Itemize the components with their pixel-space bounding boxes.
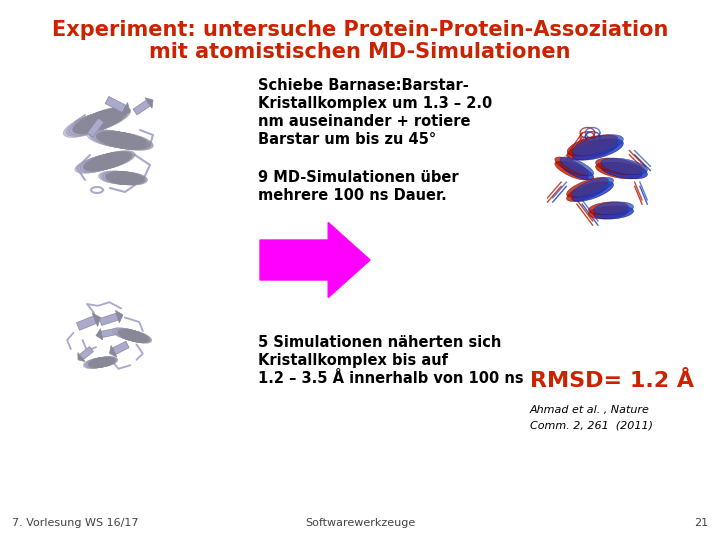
Text: 21: 21: [694, 518, 708, 528]
Ellipse shape: [63, 112, 115, 138]
Text: Softwarewerkzeuge: Softwarewerkzeuge: [305, 518, 415, 528]
Ellipse shape: [90, 130, 141, 148]
Ellipse shape: [96, 131, 147, 150]
Text: 5 Simulationen näherten sich: 5 Simulationen näherten sich: [258, 335, 501, 350]
Ellipse shape: [567, 135, 618, 156]
Ellipse shape: [75, 154, 121, 173]
Ellipse shape: [93, 131, 144, 149]
Ellipse shape: [601, 162, 647, 179]
Ellipse shape: [112, 328, 143, 341]
Polygon shape: [115, 310, 123, 323]
Text: RMSD= 1.2 Å: RMSD= 1.2 Å: [530, 371, 694, 391]
Polygon shape: [92, 313, 101, 327]
Ellipse shape: [85, 357, 112, 368]
Ellipse shape: [572, 135, 624, 156]
Ellipse shape: [105, 171, 143, 185]
Polygon shape: [133, 100, 150, 115]
Polygon shape: [96, 115, 107, 124]
Ellipse shape: [73, 109, 125, 134]
Ellipse shape: [86, 151, 132, 171]
Text: Barstar um bis zu 45°: Barstar um bis zu 45°: [258, 132, 436, 147]
Text: Ahmad et al. , Nature: Ahmad et al. , Nature: [530, 405, 650, 415]
Text: Kristallkomplex bis auf: Kristallkomplex bis auf: [258, 353, 448, 368]
Text: mehrere 100 ns Dauer.: mehrere 100 ns Dauer.: [258, 188, 446, 203]
Ellipse shape: [76, 107, 127, 133]
Text: 7. Vorlesung WS 16/17: 7. Vorlesung WS 16/17: [12, 518, 138, 528]
Ellipse shape: [555, 157, 588, 176]
Ellipse shape: [99, 171, 136, 184]
Ellipse shape: [120, 329, 150, 343]
Ellipse shape: [572, 139, 624, 160]
Ellipse shape: [595, 158, 642, 174]
Ellipse shape: [595, 162, 642, 179]
Ellipse shape: [86, 130, 138, 148]
Polygon shape: [96, 329, 103, 340]
Ellipse shape: [594, 206, 634, 219]
Ellipse shape: [91, 356, 118, 367]
Polygon shape: [78, 353, 85, 361]
Polygon shape: [87, 118, 104, 137]
Ellipse shape: [99, 132, 150, 150]
Ellipse shape: [83, 152, 130, 171]
Text: Experiment: untersuche Protein-Protein-Assoziation: Experiment: untersuche Protein-Protein-A…: [52, 20, 668, 40]
Text: Comm. 2, 261  (2011): Comm. 2, 261 (2011): [530, 420, 653, 430]
Text: nm auseinander + rotiere: nm auseinander + rotiere: [258, 114, 470, 129]
Ellipse shape: [66, 111, 118, 136]
Ellipse shape: [560, 157, 594, 176]
Ellipse shape: [109, 172, 148, 185]
Ellipse shape: [572, 178, 613, 197]
Ellipse shape: [107, 172, 145, 185]
Polygon shape: [145, 98, 153, 108]
Text: 1.2 – 3.5 Å innerhalb von 100 ns: 1.2 – 3.5 Å innerhalb von 100 ns: [258, 371, 523, 386]
Polygon shape: [76, 316, 96, 330]
Ellipse shape: [86, 357, 113, 368]
Ellipse shape: [555, 161, 588, 180]
Ellipse shape: [594, 202, 634, 215]
Polygon shape: [121, 103, 130, 116]
Ellipse shape: [117, 329, 148, 342]
Ellipse shape: [588, 206, 629, 219]
Polygon shape: [101, 328, 119, 338]
Ellipse shape: [601, 158, 647, 174]
Polygon shape: [105, 97, 126, 112]
Text: mit atomistischen MD-Simulationen: mit atomistischen MD-Simulationen: [149, 42, 571, 62]
Polygon shape: [260, 222, 370, 298]
Ellipse shape: [567, 178, 608, 197]
Text: Kristallkomplex um 1.3 – 2.0: Kristallkomplex um 1.3 – 2.0: [258, 96, 492, 111]
Ellipse shape: [101, 171, 138, 184]
Polygon shape: [99, 313, 119, 326]
Ellipse shape: [89, 151, 135, 170]
Ellipse shape: [78, 106, 131, 132]
Text: 9 MD-Simulationen über: 9 MD-Simulationen über: [258, 170, 459, 185]
Ellipse shape: [89, 356, 116, 368]
Ellipse shape: [572, 181, 613, 201]
Ellipse shape: [588, 202, 629, 215]
Ellipse shape: [88, 357, 114, 368]
Text: Schiebe Barnase:Barstar-: Schiebe Barnase:Barstar-: [258, 78, 469, 93]
Ellipse shape: [114, 328, 145, 341]
Polygon shape: [112, 341, 129, 354]
Ellipse shape: [103, 171, 141, 185]
Ellipse shape: [69, 110, 122, 135]
Ellipse shape: [567, 181, 608, 201]
Ellipse shape: [567, 139, 618, 160]
Ellipse shape: [84, 358, 110, 369]
Polygon shape: [79, 347, 94, 360]
Ellipse shape: [102, 132, 153, 151]
Ellipse shape: [121, 330, 152, 343]
Ellipse shape: [560, 161, 594, 180]
Ellipse shape: [116, 329, 146, 342]
Polygon shape: [109, 346, 117, 357]
Ellipse shape: [78, 153, 124, 173]
Ellipse shape: [81, 153, 127, 172]
